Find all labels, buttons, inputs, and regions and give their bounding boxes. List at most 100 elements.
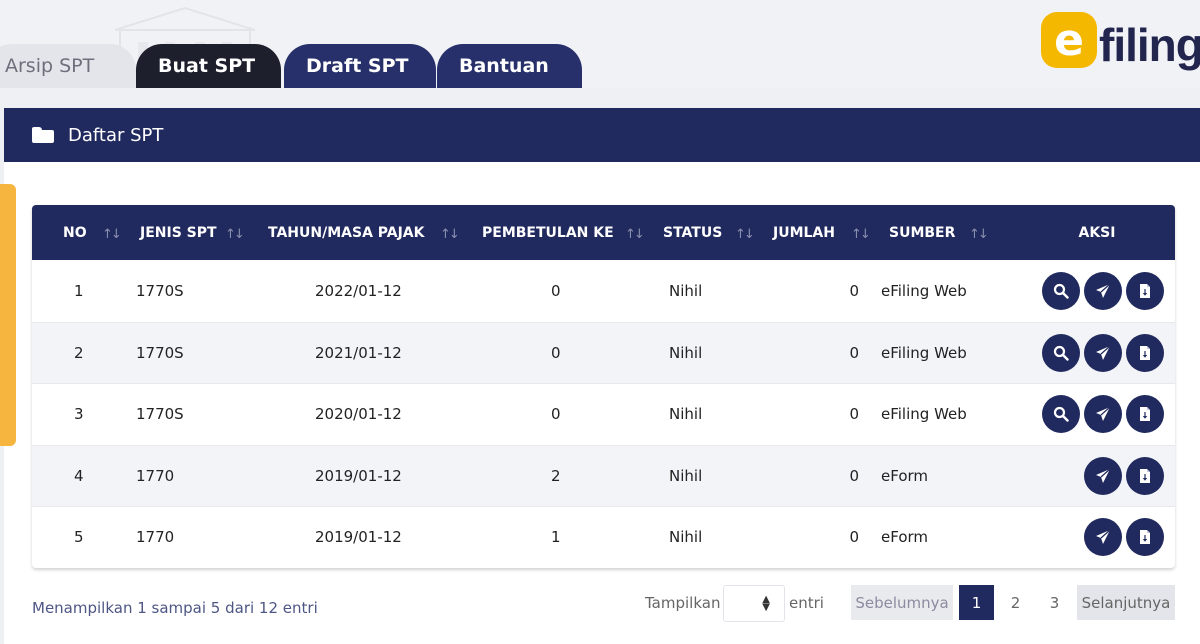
cell-pembetulan-ke: 2 bbox=[551, 466, 561, 485]
table-row: 2 1770S 2021/01-12 0 Nihil 0 eFiling Web bbox=[32, 321, 1175, 384]
column-header-aksi: AKSI bbox=[1019, 205, 1175, 260]
cell-sumber: eFiling Web bbox=[881, 281, 967, 300]
send-button[interactable] bbox=[1084, 333, 1122, 372]
send-icon bbox=[1095, 283, 1111, 299]
entries-info: Menampilkan 1 sampai 5 dari 12 entri bbox=[32, 599, 318, 617]
cell-sumber: eForm bbox=[881, 528, 929, 547]
column-header-status[interactable]: STATUS ↑↓ bbox=[643, 205, 755, 260]
table-body: 1 1770S 2022/01-12 0 Nihil 0 eFiling Web 2 1770S… bbox=[32, 260, 1175, 568]
document-button[interactable] bbox=[1126, 271, 1164, 310]
page-2-button[interactable]: 2 bbox=[1010, 593, 1021, 612]
document-icon bbox=[1137, 406, 1153, 422]
send-button[interactable] bbox=[1084, 456, 1122, 495]
table-header: NO ↑↓ JENIS SPT ↑↓ TAHUN/MASA PAJAK ↑↓ P… bbox=[32, 205, 1175, 260]
previous-page-button[interactable]: Sebelumnya bbox=[851, 585, 953, 620]
entries-per-page-select[interactable]: ▲ ▼ bbox=[723, 585, 785, 622]
document-icon bbox=[1137, 529, 1153, 545]
cell-jumlah: 0 bbox=[849, 281, 859, 300]
table-row: 4 1770 2019/01-12 2 Nihil 0 eForm bbox=[32, 444, 1175, 506]
document-icon bbox=[1137, 468, 1153, 484]
document-icon bbox=[1137, 283, 1153, 299]
column-label: JUMLAH bbox=[773, 224, 835, 241]
panel-title: Daftar SPT bbox=[68, 124, 164, 146]
cell-status: Nihil bbox=[669, 405, 703, 424]
cell-jenis-spt: 1770S bbox=[136, 405, 184, 424]
cell-no: 1 bbox=[74, 281, 84, 300]
page-1-button[interactable]: 1 bbox=[959, 585, 994, 620]
cell-jumlah: 0 bbox=[849, 528, 859, 547]
send-icon bbox=[1095, 468, 1111, 484]
cell-tahun-masa-pajak: 2021/01-12 bbox=[315, 343, 402, 362]
spt-table: NO ↑↓ JENIS SPT ↑↓ TAHUN/MASA PAJAK ↑↓ P… bbox=[32, 205, 1175, 568]
cell-aksi bbox=[1019, 260, 1175, 322]
cell-tahun-masa-pajak: 2019/01-12 bbox=[315, 528, 402, 547]
search-button[interactable] bbox=[1042, 333, 1080, 372]
cell-pembetulan-ke: 0 bbox=[551, 343, 561, 362]
search-icon bbox=[1053, 406, 1069, 422]
cell-sumber: eFiling Web bbox=[881, 405, 967, 424]
document-icon bbox=[1137, 345, 1153, 361]
efiling-logo: e filing bbox=[1041, 12, 1200, 76]
sort-icon: ↑↓ bbox=[735, 227, 755, 242]
tab-bantuan[interactable]: Bantuan bbox=[437, 44, 582, 88]
cell-aksi bbox=[1019, 323, 1175, 384]
cell-tahun-masa-pajak: 2019/01-12 bbox=[315, 466, 402, 485]
document-button[interactable] bbox=[1126, 395, 1164, 434]
tab-draft-spt[interactable]: Draft SPT bbox=[284, 44, 436, 88]
tab-buat-spt[interactable]: Buat SPT bbox=[136, 44, 281, 88]
search-button[interactable] bbox=[1042, 271, 1080, 310]
cell-no: 2 bbox=[74, 343, 84, 362]
cell-aksi bbox=[1019, 507, 1175, 568]
send-icon bbox=[1095, 345, 1111, 361]
cell-jumlah: 0 bbox=[849, 466, 859, 485]
send-button[interactable] bbox=[1084, 518, 1122, 557]
tab-label: Bantuan bbox=[459, 55, 549, 77]
top-bar: Arsip SPT Buat SPT Draft SPT Bantuan e f… bbox=[0, 0, 1200, 88]
cell-aksi bbox=[1019, 384, 1175, 445]
document-button[interactable] bbox=[1126, 456, 1164, 495]
column-label: SUMBER bbox=[889, 224, 956, 241]
search-icon bbox=[1053, 345, 1069, 361]
side-accent-tab[interactable] bbox=[0, 184, 16, 446]
column-label: JENIS SPT bbox=[140, 224, 217, 241]
cell-jenis-spt: 1770S bbox=[136, 281, 184, 300]
cell-no: 5 bbox=[74, 528, 84, 547]
cell-sumber: eForm bbox=[881, 466, 929, 485]
page-3-button[interactable]: 3 bbox=[1049, 593, 1060, 612]
tab-label: Buat SPT bbox=[158, 55, 256, 77]
send-icon bbox=[1095, 529, 1111, 545]
column-label: NO bbox=[63, 224, 87, 241]
column-header-pembetulan-ke[interactable]: PEMBETULAN KE ↑↓ bbox=[463, 205, 645, 260]
logo-text: filing bbox=[1099, 19, 1200, 71]
next-page-button[interactable]: Selanjutnya bbox=[1077, 585, 1175, 620]
cell-jumlah: 0 bbox=[849, 343, 859, 362]
column-header-jenis-spt[interactable]: JENIS SPT ↑↓ bbox=[120, 205, 248, 260]
sort-icon: ↑↓ bbox=[102, 227, 122, 242]
tab-arsip-spt[interactable]: Arsip SPT bbox=[0, 44, 136, 88]
column-header-jumlah[interactable]: JUMLAH ↑↓ bbox=[754, 205, 871, 260]
table-row: 5 1770 2019/01-12 1 Nihil 0 eForm bbox=[32, 506, 1175, 568]
cell-pembetulan-ke: 0 bbox=[551, 281, 561, 300]
sort-icon: ↑↓ bbox=[440, 227, 460, 242]
send-button[interactable] bbox=[1084, 395, 1122, 434]
search-button[interactable] bbox=[1042, 395, 1080, 434]
cell-status: Nihil bbox=[669, 528, 703, 547]
send-button[interactable] bbox=[1084, 271, 1122, 310]
cell-no: 3 bbox=[74, 405, 84, 424]
search-icon bbox=[1053, 283, 1069, 299]
document-button[interactable] bbox=[1126, 518, 1164, 557]
chevron-up-down-icon: ▲ ▼ bbox=[762, 594, 770, 613]
document-button[interactable] bbox=[1126, 333, 1164, 372]
column-label: PEMBETULAN KE bbox=[482, 224, 614, 241]
column-header-tahun-masa-pajak[interactable]: TAHUN/MASA PAJAK ↑↓ bbox=[248, 205, 463, 260]
send-icon bbox=[1095, 406, 1111, 422]
cell-sumber: eFiling Web bbox=[881, 343, 967, 362]
cell-jenis-spt: 1770 bbox=[136, 528, 175, 547]
column-header-sumber[interactable]: SUMBER ↑↓ bbox=[869, 205, 1019, 260]
show-label: Tampilkan bbox=[645, 594, 721, 612]
sort-icon: ↑↓ bbox=[625, 227, 645, 242]
table-row: 3 1770S 2020/01-12 0 Nihil 0 eFiling Web bbox=[32, 383, 1175, 445]
tab-label: Draft SPT bbox=[306, 55, 409, 77]
panel-header: Daftar SPT bbox=[4, 108, 1200, 162]
column-header-no[interactable]: NO ↑↓ bbox=[32, 205, 122, 260]
